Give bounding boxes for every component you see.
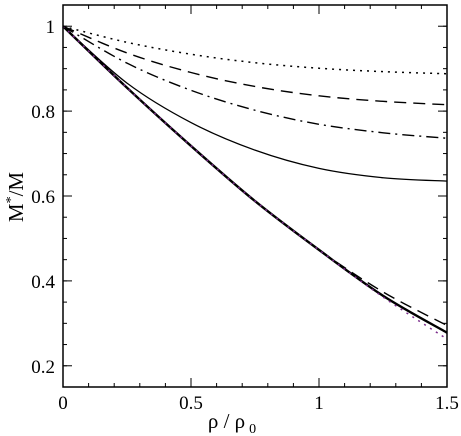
series-line-4-thin-solid (62, 25, 448, 182)
series-line-1-dotted (62, 25, 448, 75)
series-lines (62, 25, 448, 340)
x-tick-label: 1 (314, 393, 324, 414)
x-tick-label: 0 (58, 393, 68, 414)
y-tick-label: 0.6 (31, 187, 55, 208)
y-tick-label: 0.8 (31, 102, 55, 123)
tick-labels: 0 0.5 1 1.5 0.2 0.4 0.6 0.8 1 (31, 17, 459, 414)
y-axis-title: M*/M (4, 172, 28, 223)
axis-ticks (62, 4, 448, 388)
plot-frame (62, 4, 448, 388)
series-line-6-dashed (62, 25, 448, 327)
series-line-2-dashed (62, 25, 448, 106)
y-tick-label: 0.2 (31, 357, 55, 378)
series-line-3-dashdot (62, 25, 448, 139)
y-tick-label: 1 (46, 17, 56, 38)
x-tick-label: 0.5 (179, 393, 203, 414)
x-tick-label: 1.5 (435, 393, 459, 414)
series-line-7-dotted (62, 25, 448, 340)
y-tick-label: 0.4 (31, 272, 55, 293)
